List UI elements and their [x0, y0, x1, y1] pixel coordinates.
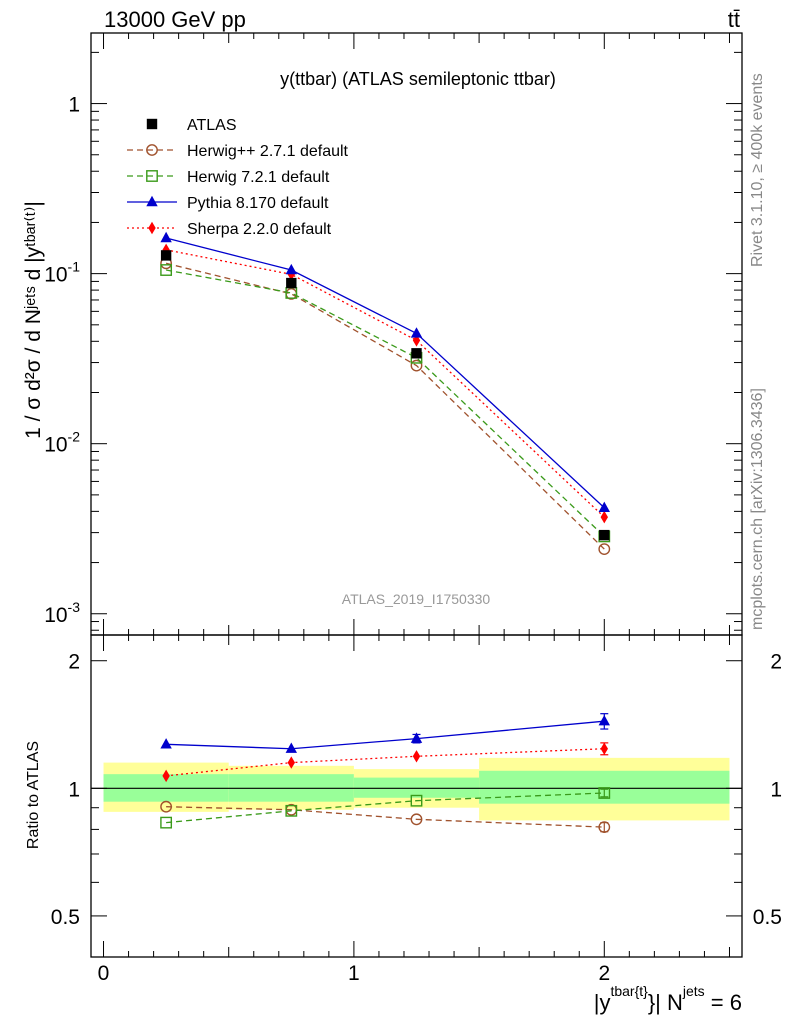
ratio-point-herwig-7-2-1-default: [598, 787, 611, 799]
energy-label: 13000 GeV pp: [104, 7, 246, 32]
ratio-line-pythia-8-170-default: [166, 720, 605, 750]
y-tick-label-main: 1: [68, 94, 80, 117]
x-tick-label: 1: [348, 962, 360, 985]
ratio-point-herwig-2-7-1-default: [160, 800, 173, 813]
y-tick-label-ratio: 0.5: [51, 906, 80, 929]
ratio-frame: [90, 634, 743, 958]
ratio-point-herwig-2-7-1-default: [598, 821, 611, 834]
y-tick-label-ratio-right: 1: [770, 778, 782, 801]
point-herwig-2-7-1-default: [598, 543, 611, 555]
point-atlas: [411, 348, 422, 359]
legend-marker: [146, 144, 158, 156]
legend-label: Sherpa 2.2.0 default: [187, 221, 332, 238]
ratio-line-sherpa-2-2-0-default: [166, 748, 605, 777]
point-atlas: [160, 250, 172, 261]
series-line-herwig-2-7-1-default: [165, 262, 605, 550]
legend-item-sherpa-2-2-0-default: Sherpa 2.2.0 default: [127, 221, 332, 238]
legend-item-atlas: ATLAS: [146, 117, 237, 134]
ratio-point-herwig-7-2-1-default: [410, 794, 423, 807]
legend-label: ATLAS: [187, 117, 237, 134]
point-atlas: [599, 529, 610, 541]
x-axis-label: |ytbar{t}}| Njets = 6: [594, 983, 742, 1015]
main-panel: 10-3 10-2 10-1 1 0 1 2 y(ttbar) (ATLAS semilep…: [22, 32, 743, 985]
ratio-line-herwig-2-7-1-default: [166, 806, 605, 828]
point-pythia-8-170-default: [410, 327, 423, 338]
series-line-sherpa-2-2-0-default: [165, 249, 605, 518]
y-axis-label-main: 1 / σ d²σ / d Nʲᵉᵗˢ d |yᵗᵇᵃʳ⁽ᵗ⁾|: [22, 201, 45, 439]
x-tick-label: 2: [598, 962, 610, 985]
ratio-line-herwig-7-2-1-default: [166, 792, 605, 824]
chart-title: y(ttbar) (ATLAS semileptonic ttbar): [280, 69, 556, 89]
x-tick-label: 0: [98, 962, 110, 985]
legend-marker: [146, 170, 158, 182]
analysis-label: ATLAS_2019_I1750330: [342, 591, 491, 607]
y-tick-label-ratio: 1: [68, 778, 80, 801]
rivet-label: Rivet 3.1.10, ≥ 400k events: [749, 73, 766, 267]
point-pythia-8-170-default: [160, 231, 172, 243]
ratio-point-sherpa-2-2-0-default: [600, 742, 608, 755]
ratio-point-pythia-8-170-default: [285, 742, 298, 753]
ratio-point-sherpa-2-2-0-default: [287, 756, 296, 769]
y-axis-label-ratio: Ratio to ATLAS: [25, 741, 42, 849]
point-sherpa-2-2-0-default: [600, 510, 608, 524]
point-pythia-8-170-default: [598, 501, 610, 512]
point-herwig-7-2-1-default: [160, 264, 173, 276]
point-sherpa-2-2-0-default: [162, 243, 170, 257]
legend-label: Herwig++ 2.7.1 default: [187, 143, 349, 160]
legend-item-herwig-2-7-1-default: Herwig++ 2.7.1 default: [127, 143, 349, 160]
point-pythia-8-170-default: [285, 263, 298, 275]
legend-marker: [146, 118, 158, 130]
process-label: tt̄: [728, 7, 740, 32]
ratio-point-sherpa-2-2-0-default: [162, 769, 170, 783]
mcplots-label: mcplots.cern.ch [arXiv:1306.3436]: [749, 388, 766, 630]
legend: ATLAS Herwig++ 2.7.1 default Herwig 7.2.1 …: [127, 117, 349, 238]
y-tick-label-ratio-right: 0.5: [753, 906, 782, 929]
point-atlas: [286, 277, 297, 289]
ratio-point-herwig-2-7-1-default: [410, 813, 423, 826]
y-tick-label-main: 10-3: [44, 599, 80, 627]
ratio-band-inner: [353, 777, 480, 798]
ratio-point-herwig-7-2-1-default: [285, 804, 298, 817]
ratio-point-pythia-8-170-default: [160, 738, 172, 749]
legend-item-herwig-7-2-1-default: Herwig 7.2.1 default: [127, 169, 330, 186]
ratio-point-pythia-8-170-default: [410, 732, 423, 743]
ratio-point-herwig-7-2-1-default: [160, 816, 173, 829]
legend-label: Pythia 8.170 default: [187, 195, 329, 212]
legend-marker: [148, 221, 156, 235]
point-herwig-2-7-1-default: [410, 359, 423, 372]
y-tick-label-main: 10-2: [44, 429, 80, 457]
y-tick-label-ratio-right: 2: [770, 651, 782, 674]
legend-item-pythia-8-170-default: Pythia 8.170 default: [127, 195, 329, 212]
ratio-point-sherpa-2-2-0-default: [412, 750, 421, 763]
y-tick-label-ratio: 2: [68, 651, 80, 674]
ratio-panel: 0.5 0.5 1 1 2 2 Ratio to ATLAS: [25, 634, 782, 958]
y-tick-label-main: 10-1: [44, 259, 80, 287]
legend-label: Herwig 7.2.1 default: [187, 169, 330, 186]
series-line-pythia-8-170-default: [165, 237, 605, 509]
series-line-herwig-7-2-1-default: [165, 269, 605, 537]
legend-marker: [146, 195, 158, 207]
ratio-point-pythia-8-170-default: [598, 715, 610, 726]
